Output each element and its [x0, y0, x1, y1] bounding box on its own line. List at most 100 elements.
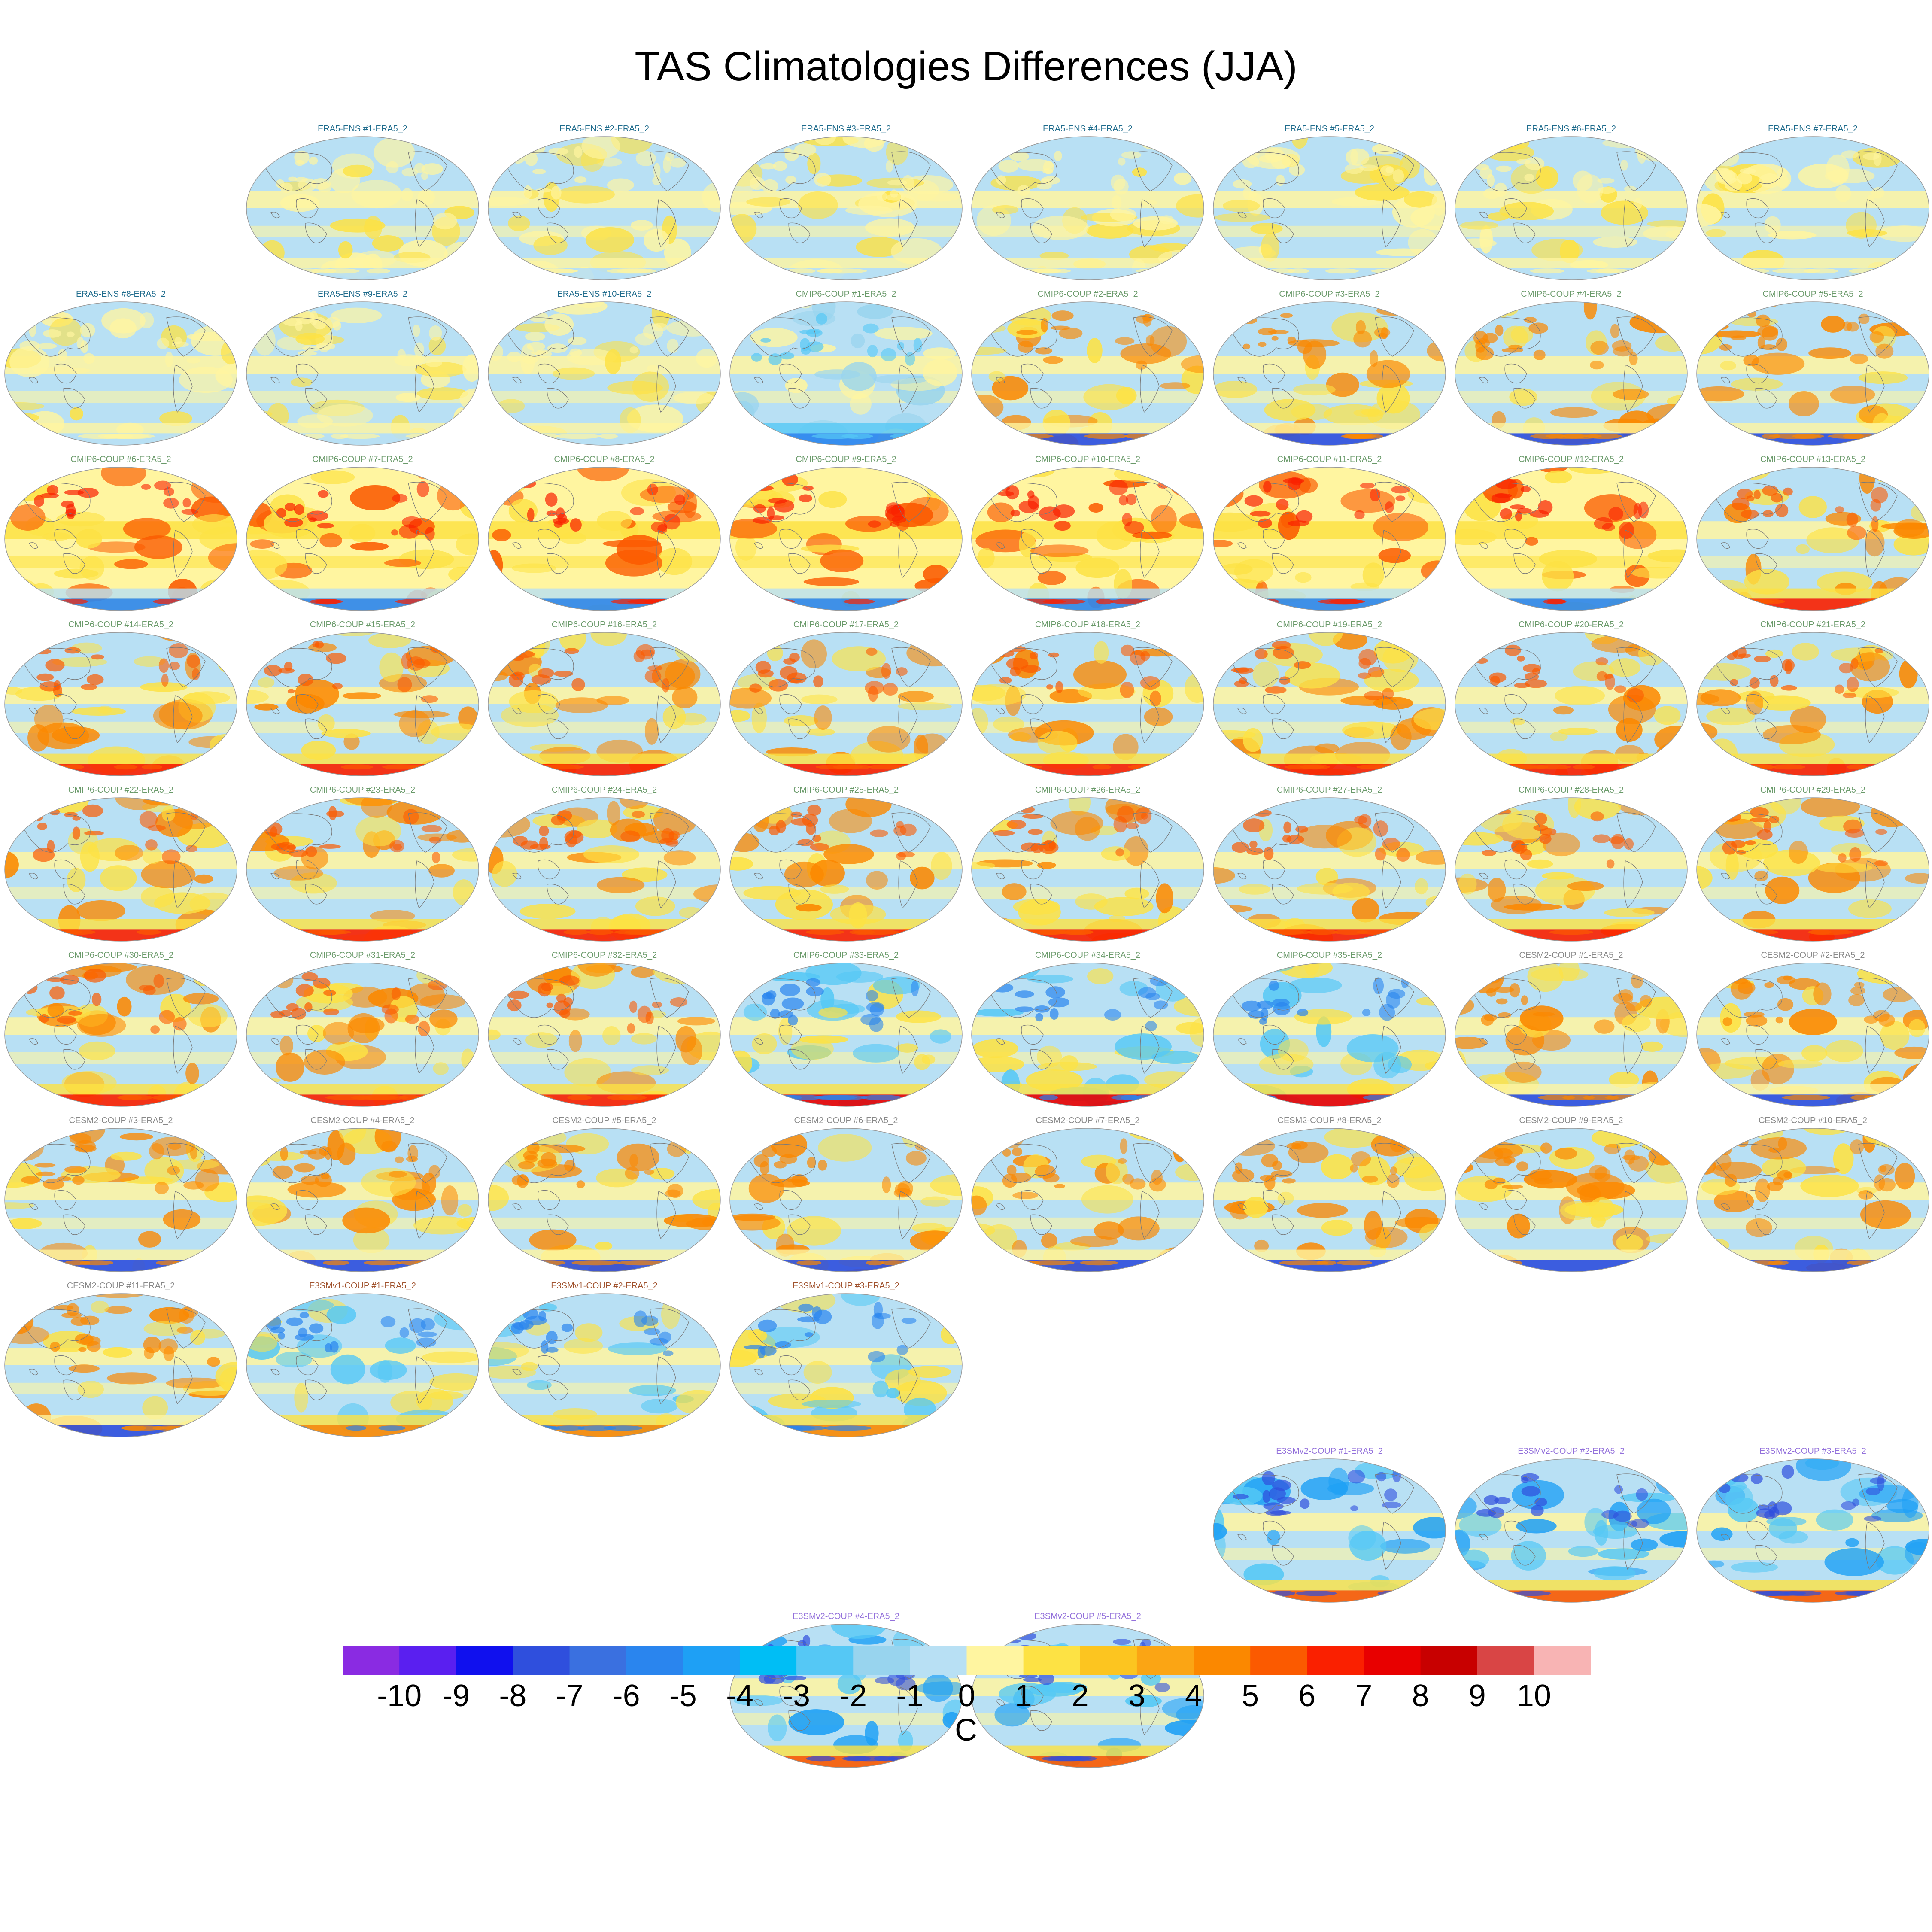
- colorbar-tick-label: 6: [1298, 1679, 1316, 1713]
- world-map: [246, 1128, 479, 1272]
- colorbar-tick-label: -10: [377, 1679, 422, 1713]
- colorbar-tick-label: -2: [839, 1679, 867, 1713]
- panel-title: CESM2-COUP #6-ERA5_2: [794, 1116, 898, 1125]
- panel-title: CMIP6-COUP #12-ERA5_2: [1518, 455, 1624, 464]
- map-panel: CMIP6-COUP #2-ERA5_2: [967, 288, 1209, 453]
- world-map: [971, 467, 1204, 611]
- world-map: [246, 797, 479, 942]
- map-panel: CMIP6-COUP #4-ERA5_2: [1450, 288, 1692, 453]
- colorbar-tick-label: 3: [1128, 1679, 1145, 1713]
- panel-title: CMIP6-COUP #5-ERA5_2: [1762, 289, 1863, 299]
- map-panel: CESM2-COUP #5-ERA5_2: [483, 1114, 725, 1279]
- colorbar-segment: [1023, 1646, 1081, 1675]
- panel-title: CESM2-COUP #9-ERA5_2: [1519, 1116, 1623, 1125]
- world-map: [246, 301, 479, 446]
- map-panel: CESM2-COUP #10-ERA5_2: [1692, 1114, 1932, 1279]
- world-map: [729, 1293, 963, 1437]
- world-map: [1213, 1128, 1446, 1272]
- panel-title: E3SMv1-COUP #2-ERA5_2: [551, 1281, 658, 1291]
- map-panel: E3SMv2-COUP #2-ERA5_2: [1450, 1445, 1692, 1610]
- world-map: [1696, 467, 1929, 611]
- panel-title: CMIP6-COUP #21-ERA5_2: [1760, 620, 1866, 629]
- colorbar-tick-label: -6: [612, 1679, 640, 1713]
- panel-title: E3SMv1-COUP #3-ERA5_2: [793, 1281, 899, 1291]
- colorbar-segment: [739, 1646, 797, 1675]
- panel-title: CMIP6-COUP #27-ERA5_2: [1276, 785, 1382, 795]
- panel-title: CESM2-COUP #3-ERA5_2: [69, 1116, 173, 1125]
- world-map: [488, 136, 721, 280]
- world-map: [729, 467, 963, 611]
- world-map: [246, 632, 479, 776]
- colorbar-segment: [456, 1646, 513, 1675]
- world-map: [1213, 301, 1446, 446]
- world-map: [1213, 632, 1446, 776]
- colorbar-tick-label: -8: [499, 1679, 527, 1713]
- colorbar-segment: [1194, 1646, 1251, 1675]
- map-panel: CESM2-COUP #4-ERA5_2: [242, 1114, 483, 1279]
- panel-title: CMIP6-COUP #10-ERA5_2: [1035, 455, 1141, 464]
- panel-title: CMIP6-COUP #17-ERA5_2: [793, 620, 899, 629]
- colorbar-segment: [1364, 1646, 1421, 1675]
- colorbar-tick-label: -9: [442, 1679, 470, 1713]
- world-map: [729, 797, 963, 942]
- world-map: [246, 467, 479, 611]
- colorbar-segment: [1307, 1646, 1364, 1675]
- map-panel: ERA5-ENS #1-ERA5_2: [242, 122, 483, 288]
- panel-title: ERA5-ENS #7-ERA5_2: [1768, 124, 1858, 134]
- colorbar-segment: [796, 1646, 854, 1675]
- world-map: [4, 963, 237, 1107]
- world-map: [1455, 1458, 1688, 1603]
- panel-title: ERA5-ENS #1-ERA5_2: [318, 124, 407, 134]
- map-panel: CMIP6-COUP #34-ERA5_2: [967, 949, 1209, 1114]
- colorbar-segment: [1136, 1646, 1194, 1675]
- map-panel: CMIP6-COUP #15-ERA5_2: [242, 618, 483, 784]
- world-map: [971, 301, 1204, 446]
- world-map: [488, 301, 721, 446]
- panel-title: CMIP6-COUP #13-ERA5_2: [1760, 455, 1866, 464]
- map-panel: ERA5-ENS #10-ERA5_2: [483, 288, 725, 453]
- map-panel: CESM2-COUP #3-ERA5_2: [0, 1114, 242, 1279]
- map-panel: CMIP6-COUP #11-ERA5_2: [1209, 453, 1450, 618]
- colorbar-segment: [399, 1646, 456, 1675]
- world-map: [729, 301, 963, 446]
- map-panel: CMIP6-COUP #24-ERA5_2: [483, 784, 725, 949]
- colorbar-tick-label: 2: [1071, 1679, 1089, 1713]
- panel-title: CMIP6-COUP #23-ERA5_2: [310, 785, 416, 795]
- colorbar-tick-label: 4: [1185, 1679, 1203, 1713]
- panel-title: CMIP6-COUP #28-ERA5_2: [1518, 785, 1624, 795]
- panel-title: CMIP6-COUP #26-ERA5_2: [1035, 785, 1141, 795]
- world-map: [1455, 1128, 1688, 1272]
- panel-title: CMIP6-COUP #8-ERA5_2: [554, 455, 655, 464]
- colorbar-tick-label: 7: [1355, 1679, 1373, 1713]
- panel-title: E3SMv1-COUP #1-ERA5_2: [309, 1281, 416, 1291]
- map-panel: CMIP6-COUP #14-ERA5_2: [0, 618, 242, 784]
- world-map: [4, 1128, 237, 1272]
- panel-title: CMIP6-COUP #15-ERA5_2: [310, 620, 416, 629]
- map-panel: ERA5-ENS #7-ERA5_2: [1692, 122, 1932, 288]
- map-panel: ERA5-ENS #6-ERA5_2: [1450, 122, 1692, 288]
- map-panel: CMIP6-COUP #10-ERA5_2: [967, 453, 1209, 618]
- map-panel: CMIP6-COUP #25-ERA5_2: [725, 784, 967, 949]
- panel-title: CESM2-COUP #7-ERA5_2: [1036, 1116, 1140, 1125]
- colorbar-segment: [1477, 1646, 1534, 1675]
- map-panel: CMIP6-COUP #12-ERA5_2: [1450, 453, 1692, 618]
- panel-title: CESM2-COUP #1-ERA5_2: [1519, 951, 1623, 960]
- world-map: [488, 1128, 721, 1272]
- world-map: [971, 797, 1204, 942]
- colorbar-tick-label: -5: [669, 1679, 697, 1713]
- panel-title: ERA5-ENS #9-ERA5_2: [318, 289, 407, 299]
- panel-title: CMIP6-COUP #33-ERA5_2: [793, 951, 899, 960]
- map-panel: ERA5-ENS #5-ERA5_2: [1209, 122, 1450, 288]
- panel-title: CMIP6-COUP #20-ERA5_2: [1518, 620, 1624, 629]
- world-map: [1213, 136, 1446, 280]
- panel-title: E3SMv2-COUP #4-ERA5_2: [793, 1612, 899, 1621]
- colorbar-tick-label: 8: [1412, 1679, 1429, 1713]
- colorbar-tick-label: 10: [1516, 1679, 1551, 1713]
- world-map: [1455, 632, 1688, 776]
- map-panel: CMIP6-COUP #8-ERA5_2: [483, 453, 725, 618]
- world-map: [1455, 467, 1688, 611]
- world-map: [1455, 301, 1688, 446]
- map-panel: CMIP6-COUP #7-ERA5_2: [242, 453, 483, 618]
- panel-title: ERA5-ENS #6-ERA5_2: [1526, 124, 1616, 134]
